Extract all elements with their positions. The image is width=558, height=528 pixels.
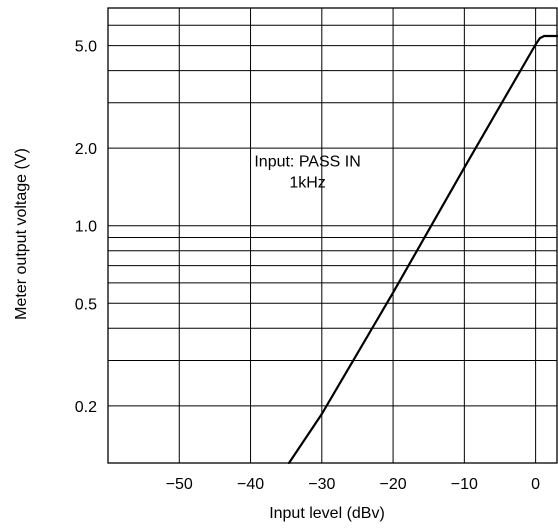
plot-frame (107, 7, 558, 464)
y-axis-label: Meter output voltage (V) (13, 148, 30, 320)
x-tick-label: −50 (166, 476, 193, 493)
x-tick-labels: −50 −40 −30 −20 −10 0 (166, 476, 540, 493)
annotation-line-2: 1kHz (289, 174, 325, 191)
y-tick-labels: 0.2 0.5 1.0 2.0 5.0 (75, 39, 97, 416)
y-tick-label: 1.0 (75, 219, 97, 236)
annotation-line-1: Input: PASS IN (254, 153, 360, 170)
x-tick-label: −40 (237, 476, 264, 493)
x-axis-label: Input level (dBv) (269, 505, 385, 522)
x-tick-label: −20 (380, 476, 407, 493)
annotation: Input: PASS IN 1kHz (254, 153, 360, 191)
y-tick-label: 2.0 (75, 141, 97, 158)
x-tick-label: −10 (451, 476, 478, 493)
y-tick-label: 0.5 (75, 296, 97, 313)
x-tick-label: 0 (531, 476, 540, 493)
y-tick-label: 0.2 (75, 399, 97, 416)
series-layer (287, 34, 558, 465)
y-tick-label: 5.0 (75, 39, 97, 56)
grid (108, 7, 557, 463)
series-line (287, 34, 558, 465)
x-tick-label: −30 (308, 476, 335, 493)
